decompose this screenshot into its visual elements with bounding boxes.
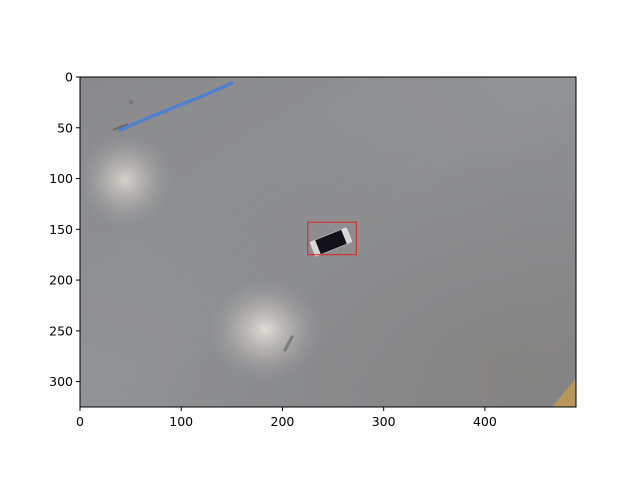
x-tick-label: 300 xyxy=(372,414,396,429)
y-axis: 0 50 100 150 200 250 300 xyxy=(49,70,80,389)
detection-box xyxy=(307,221,357,256)
x-tick-label: 100 xyxy=(169,414,193,429)
light-glare-left xyxy=(80,132,173,228)
blue-line-marking xyxy=(118,81,234,132)
axes-frame xyxy=(79,76,577,408)
y-tick-label: 150 xyxy=(49,222,73,237)
y-tick-label: 100 xyxy=(49,171,73,186)
x-tick-label: 400 xyxy=(473,414,497,429)
wood-corner xyxy=(552,378,576,407)
x-tick-label: 200 xyxy=(271,414,295,429)
floor-mark xyxy=(112,123,129,131)
smd-component xyxy=(309,227,353,257)
photo-image xyxy=(80,77,576,407)
y-tick-label: 200 xyxy=(49,273,73,288)
x-axis: 0 100 200 300 400 xyxy=(76,407,497,429)
floor-speck xyxy=(129,100,133,104)
y-tick-label: 300 xyxy=(49,374,73,389)
y-tick-label: 0 xyxy=(65,70,73,85)
x-tick-label: 0 xyxy=(76,414,84,429)
floor-scuff xyxy=(283,335,294,352)
y-tick-label: 50 xyxy=(57,120,73,135)
y-tick-label: 250 xyxy=(49,323,73,338)
light-glare-bottom xyxy=(207,278,323,382)
